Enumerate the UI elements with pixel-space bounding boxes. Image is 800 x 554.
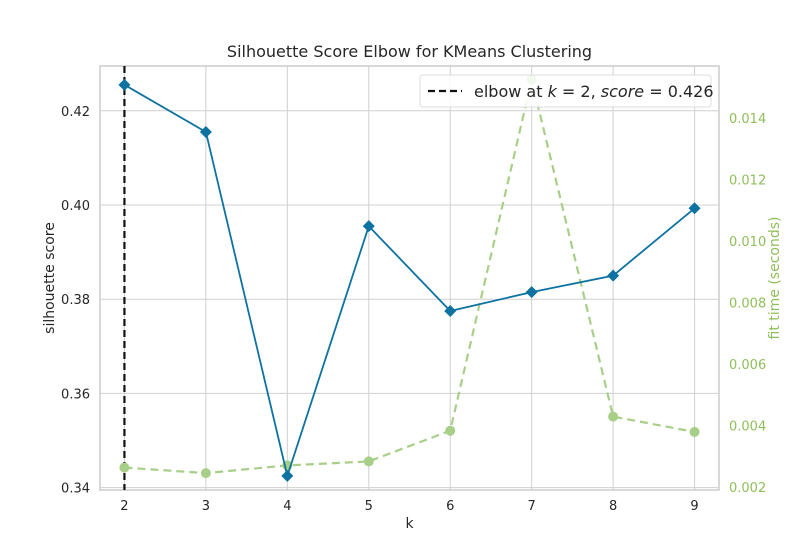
y-tick-label: 0.36 [61, 387, 90, 402]
x-tick-label: 5 [365, 499, 373, 514]
x-tick-label: 7 [528, 499, 536, 514]
silhouette-point [525, 286, 538, 299]
fit-time-point [200, 468, 211, 479]
plot-frame [99, 65, 720, 491]
y2-tick-label: 0.006 [729, 358, 766, 373]
y2-tick-label: 0.012 [729, 174, 766, 189]
y2-tick-label: 0.014 [729, 112, 766, 127]
fit-time-point [689, 426, 700, 437]
x-tick-label: 3 [202, 499, 210, 514]
legend-label-elbow: elbow at k = 2, score = 0.426 [474, 82, 714, 101]
y2-tick-label: 0.010 [729, 235, 766, 250]
silhouette-point [281, 469, 294, 482]
grid [100, 66, 719, 490]
fit-time-point [608, 411, 619, 422]
y-axis-title: silhouette score [42, 222, 58, 334]
silhouette-point [362, 220, 375, 233]
silhouette-point [118, 78, 131, 91]
silhouette-point [199, 125, 212, 138]
y2-axis-title: fit time (seconds) [767, 217, 783, 340]
x-tick-label: 6 [446, 499, 454, 514]
series-layer [118, 66, 701, 490]
legend-box [419, 74, 712, 108]
x-tick-label: 4 [283, 499, 291, 514]
silhouette-line [123, 84, 696, 480]
chart-title: Silhouette Score Elbow for KMeans Cluste… [227, 42, 592, 61]
y2-tick-label: 0.002 [729, 481, 766, 496]
fit-time-point [445, 425, 456, 436]
x-tick-label: 8 [609, 499, 617, 514]
x-tick-label: 2 [120, 499, 128, 514]
y-tick-label: 0.42 [61, 105, 90, 120]
y-tick-label: 0.34 [61, 482, 90, 497]
silhouette-point [688, 202, 701, 215]
silhouette-point [607, 269, 620, 282]
y-tick-label: 0.40 [61, 199, 90, 214]
legend: elbow at k = 2, score = 0.426 [419, 74, 714, 108]
x-tick-label: 9 [690, 499, 698, 514]
y2-tick-label: 0.004 [729, 419, 766, 434]
fit-time-point [363, 456, 374, 467]
fit-time-point [119, 462, 130, 473]
silhouette-point [444, 304, 457, 317]
tick-labels: 2 3 4 5 6 7 8 9 0.34 0.36 0.38 0.40 0.42 0.002 0.004 0.… [61, 105, 766, 514]
fit-time-line [124, 79, 695, 475]
y-tick-label: 0.38 [61, 293, 90, 308]
x-axis-title: k [405, 516, 414, 532]
y2-tick-label: 0.008 [729, 297, 766, 312]
